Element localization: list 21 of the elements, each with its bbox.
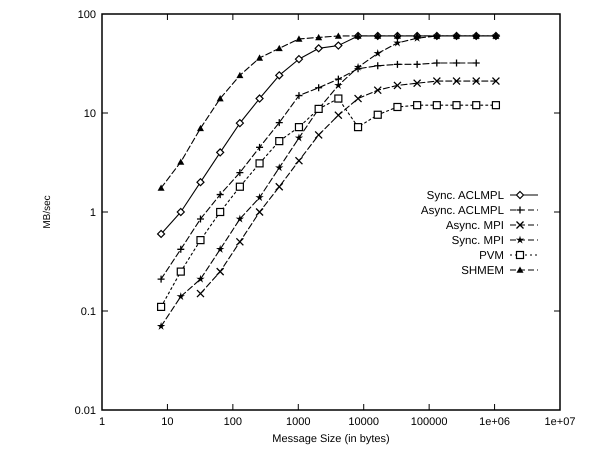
legend-label: Sync. ACLMPL [426, 190, 505, 202]
x-axis-title: Message Size (in bytes) [272, 433, 390, 445]
x-tick-label: 1e+06 [479, 416, 510, 428]
y-tick-label: 0.01 [74, 405, 96, 417]
x-tick-label: 1 [98, 416, 106, 428]
y-tick-label: 0.1 [80, 306, 96, 318]
legend-label: SHMEM [461, 265, 504, 277]
x-tick-label: 10000 [348, 416, 380, 428]
legend-label: Async. ACLMPL [420, 205, 505, 217]
x-tick-label: 1000 [286, 416, 311, 428]
legend-label: Async. MPI [446, 220, 504, 232]
legend-label: PVM [479, 250, 504, 262]
x-tick-label: 1e+07 [544, 416, 576, 428]
legend-label: Sync. MPI [452, 235, 504, 247]
x-tick-label: 100000 [410, 416, 448, 428]
y-tick-label: 100 [78, 9, 96, 21]
y-axis-title: MB/sec [42, 195, 53, 229]
x-tick-label: 100 [224, 416, 242, 428]
x-tick-label: 10 [161, 416, 174, 428]
y-tick-label: 10 [84, 108, 96, 120]
y-tick-label: 1 [90, 207, 96, 219]
